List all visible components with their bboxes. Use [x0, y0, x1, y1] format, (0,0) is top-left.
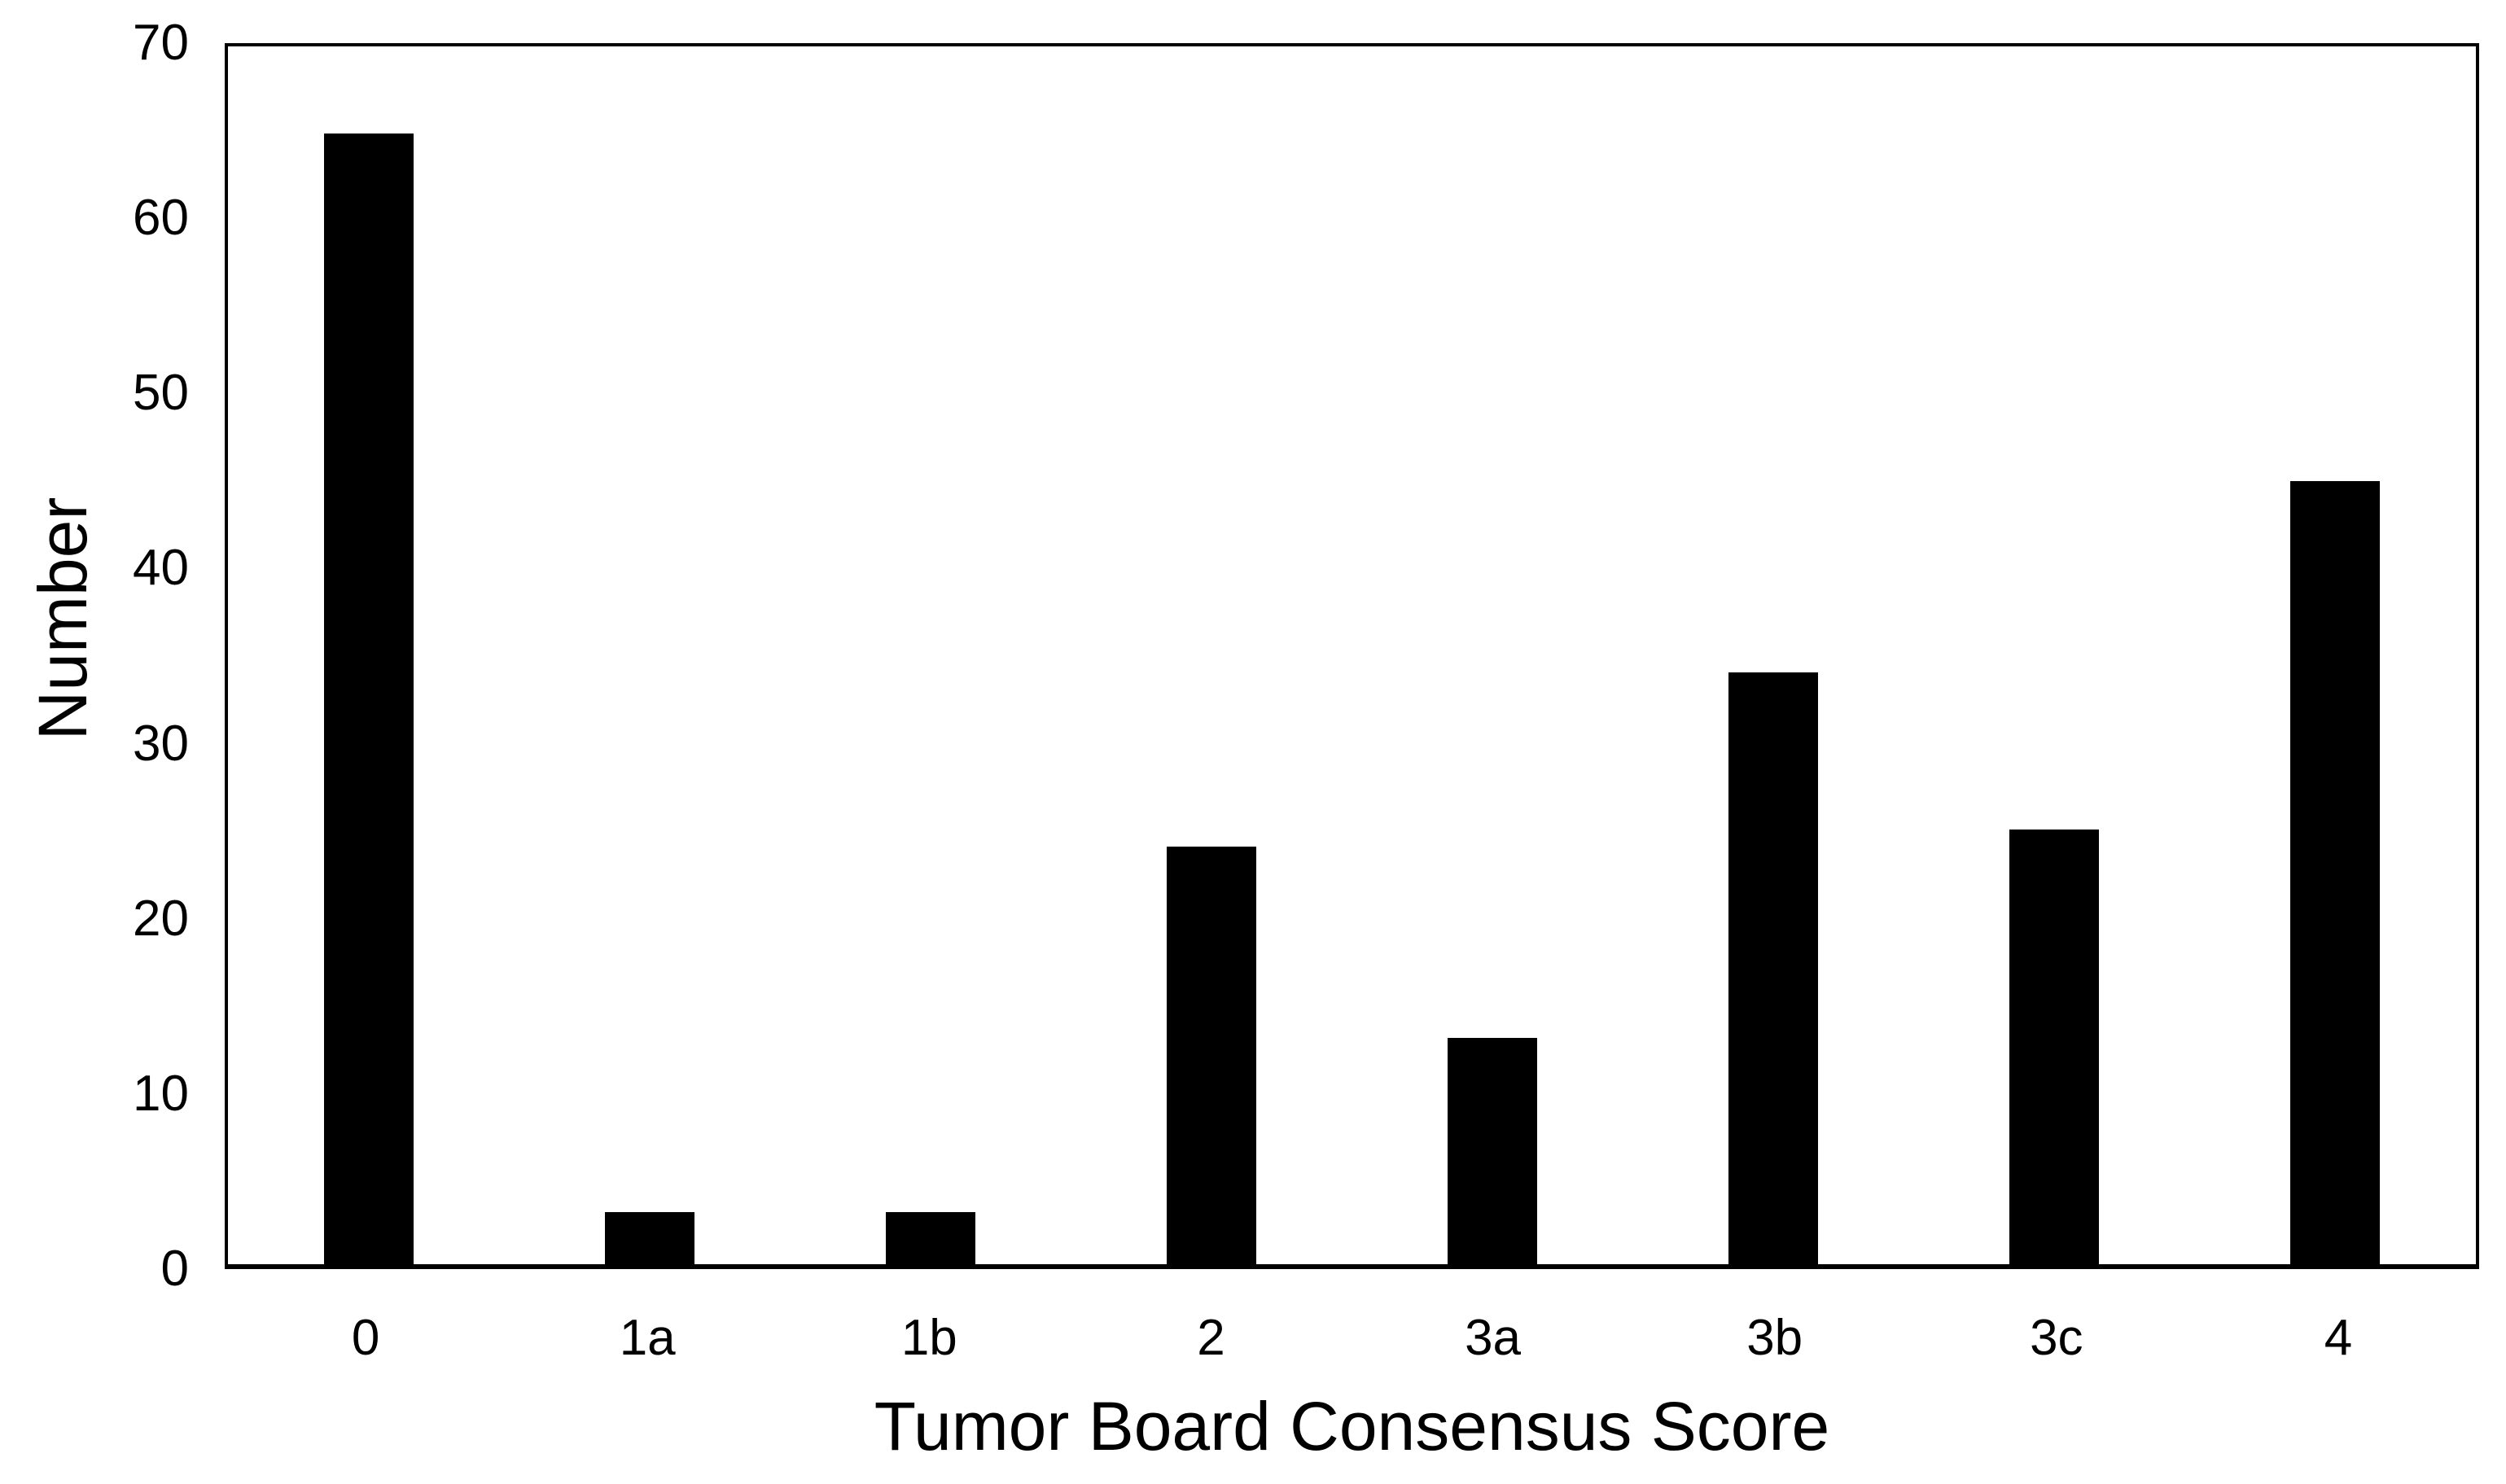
bar-slot-4	[2195, 46, 2476, 1264]
x-tick-label: 2	[1197, 1310, 1225, 1366]
y-tick-label: 20	[133, 890, 189, 947]
y-tick-label: 70	[133, 15, 189, 71]
bar-slot-0	[228, 46, 509, 1264]
bar-4	[2290, 481, 2381, 1264]
y-tick-label: 30	[133, 715, 189, 772]
x-tick-label: 1a	[619, 1310, 676, 1366]
y-tick-label: 40	[133, 540, 189, 597]
x-axis-tick-labels: 0 1a 1b 2 3a 3b 3c 4	[225, 1307, 2479, 1369]
x-tick-label: 3b	[1746, 1310, 1803, 1366]
y-tick-label: 10	[133, 1065, 189, 1122]
y-axis-tick-labels: 0 10 20 30 40 50 60 70	[0, 0, 189, 1484]
bar-2	[1166, 847, 1256, 1264]
y-tick-label: 60	[133, 190, 189, 247]
bar-slot-3c	[1914, 46, 2195, 1264]
bar-slot-2	[1071, 46, 1352, 1264]
y-tick-label: 0	[160, 1241, 189, 1297]
x-tick-label: 3c	[2030, 1310, 2083, 1366]
bar-slot-1a	[509, 46, 790, 1264]
y-tick-label: 50	[133, 365, 189, 422]
bar-slot-1b	[790, 46, 1071, 1264]
bar-slot-3a	[1352, 46, 1633, 1264]
plot-area	[225, 43, 2479, 1269]
x-tick-label: 4	[2324, 1310, 2353, 1366]
bar-3b	[1728, 672, 1819, 1264]
bar-0	[323, 133, 414, 1264]
x-tick-label: 3a	[1465, 1310, 1522, 1366]
bar-1a	[604, 1211, 694, 1264]
bar-slot-3b	[1633, 46, 1914, 1264]
x-tick-label: 0	[351, 1310, 380, 1366]
bar-3c	[2009, 829, 2100, 1264]
bar-1b	[885, 1211, 975, 1264]
bar-3a	[1448, 1038, 1538, 1264]
x-axis-title: Tumor Board Consensus Score	[874, 1388, 1830, 1464]
x-tick-label: 1b	[900, 1310, 957, 1366]
